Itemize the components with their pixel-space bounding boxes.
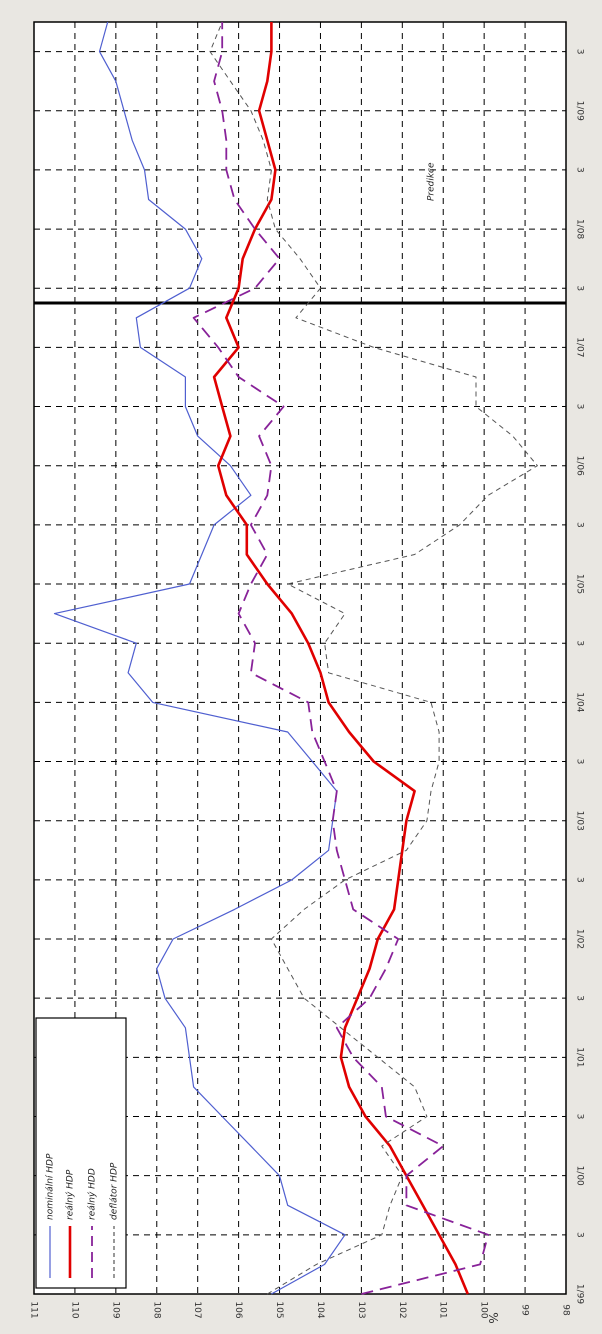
- plot-frame: [33, 21, 567, 1295]
- value-tick-label: 99: [520, 1304, 530, 1316]
- legend-box: [35, 1017, 127, 1289]
- category-tick-label: 3: [575, 995, 585, 1001]
- category-tick-label: 3: [575, 1114, 585, 1120]
- category-tick-label: 1/00: [575, 1166, 585, 1186]
- value-tick-label: 103: [356, 1301, 366, 1318]
- value-tick-label: 98: [561, 1304, 571, 1316]
- category-tick-label: 3: [575, 759, 585, 765]
- category-tick-label: 3: [575, 1232, 585, 1238]
- category-tick-label: 1/08: [575, 219, 585, 239]
- legend-label-0: nominální HDP: [46, 1153, 56, 1220]
- category-tick-label: 1/02: [575, 929, 585, 949]
- category-tick-label: 3: [575, 404, 585, 410]
- category-tick-label: 1/03: [575, 811, 585, 831]
- category-tick-label: 1/01: [575, 1047, 585, 1067]
- category-tick-label: 1/09: [575, 101, 585, 121]
- category-tick-label: 1/99: [575, 1284, 585, 1304]
- value-tick-label: 101: [438, 1301, 448, 1318]
- value-axis-label: %: [486, 1312, 500, 1323]
- category-tick-label: 3: [575, 522, 585, 528]
- legend-label-3: deflátor HDP: [110, 1162, 120, 1220]
- value-tick-label: 107: [192, 1301, 202, 1318]
- category-tick-label: 3: [575, 167, 585, 173]
- value-tick-label: 106: [233, 1301, 243, 1318]
- series-line-1: [212, 22, 470, 1295]
- category-tick-label: 3: [575, 49, 585, 55]
- category-tick-label: 1/07: [575, 337, 585, 357]
- value-tick-label: 102: [397, 1301, 407, 1318]
- prediction-annotation: Predikce: [426, 162, 436, 201]
- legend-label-1: reálný HDP: [66, 1169, 76, 1220]
- value-tick-label: 104: [315, 1301, 325, 1318]
- value-tick-label: 110: [69, 1301, 79, 1318]
- category-tick-label: 1/06: [575, 456, 585, 476]
- category-tick-label: 3: [575, 285, 585, 291]
- series-line-0: [53, 21, 346, 1295]
- legend-label-2: reálný HDD: [88, 1168, 98, 1220]
- category-tick-label: 1/05: [575, 574, 585, 594]
- value-tick-label: 100: [479, 1301, 489, 1318]
- category-tick-label: 3: [575, 640, 585, 646]
- category-tick-label: 1/04: [575, 692, 585, 712]
- value-tick-label: 111: [29, 1301, 39, 1318]
- category-tick-label: 3: [575, 877, 585, 883]
- value-tick-label: 108: [151, 1301, 161, 1318]
- series-line-2: [192, 22, 490, 1295]
- series-line-3: [209, 21, 538, 1295]
- value-tick-label: 105: [274, 1301, 284, 1318]
- value-tick-label: 109: [110, 1301, 120, 1318]
- legend: nominální HDP reálný HDP reálný HDD defláto…: [35, 1017, 127, 1289]
